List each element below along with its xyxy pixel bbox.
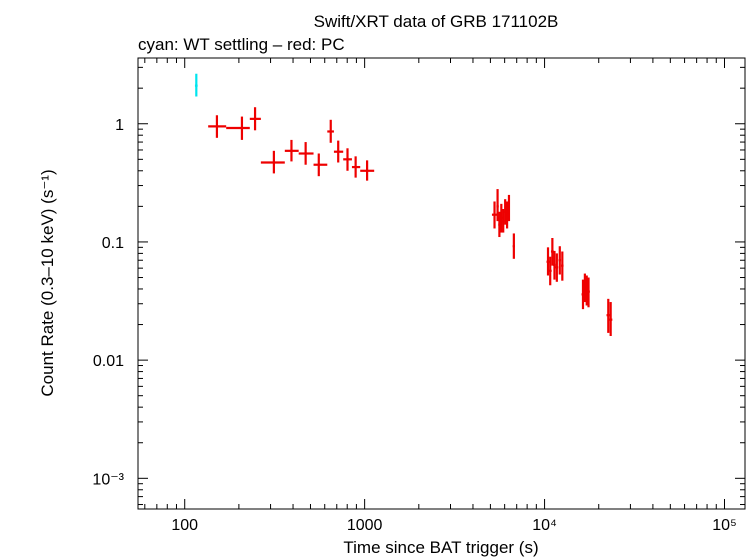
plot-frame — [137, 57, 746, 510]
y-axis-label: Count Rate (0.3–10 keV) (s⁻¹) — [38, 169, 57, 396]
y-tick-label: 0.1 — [102, 235, 124, 252]
data-point — [606, 298, 610, 333]
data-point — [333, 140, 344, 163]
y-tick-label: 0.01 — [93, 353, 124, 370]
data-point — [561, 251, 564, 281]
data-point — [491, 201, 498, 229]
y-tick-label: 10⁻³ — [92, 471, 124, 488]
data-point — [504, 199, 507, 225]
data-point — [284, 139, 299, 162]
data-point — [555, 253, 559, 282]
data-point — [343, 148, 352, 171]
data-point — [553, 250, 556, 280]
data-point — [360, 160, 375, 181]
data-point — [351, 156, 361, 178]
series-pc — [208, 107, 613, 336]
data-point — [558, 246, 562, 275]
data-point — [208, 115, 227, 138]
data-point — [498, 211, 501, 238]
data-point — [550, 237, 554, 266]
x-tick-label: 100 — [171, 517, 198, 534]
data-point — [608, 302, 613, 336]
data-point — [502, 208, 505, 233]
data-layer — [194, 73, 613, 336]
data-point — [226, 116, 250, 140]
x-axis-label: Time since BAT trigger (s) — [343, 538, 538, 557]
data-point — [500, 203, 503, 233]
data-point — [260, 150, 285, 174]
y-tick-label: 1 — [115, 117, 124, 134]
chart-title: Swift/XRT data of GRB 171102B — [314, 12, 559, 31]
data-point — [505, 201, 509, 229]
data-point — [587, 277, 590, 308]
data-point — [313, 153, 328, 177]
data-point — [507, 194, 511, 222]
chart-subtitle: cyan: WT settling – red: PC — [138, 35, 345, 54]
x-tick-label: 10⁴ — [532, 517, 557, 534]
x-tick-label: 1000 — [347, 517, 383, 534]
data-point — [546, 247, 550, 276]
data-point — [512, 233, 516, 259]
data-point — [194, 73, 198, 97]
data-point — [249, 107, 261, 131]
axes: 100 1000 10⁴ 10⁵ 1 0.1 0.01 10⁻³ — [92, 58, 745, 534]
data-point — [298, 142, 314, 165]
data-point — [327, 119, 334, 143]
series-wt-settling — [194, 73, 198, 97]
x-tick-label: 10⁵ — [712, 517, 736, 534]
data-point — [496, 189, 499, 222]
data-point — [548, 256, 552, 286]
